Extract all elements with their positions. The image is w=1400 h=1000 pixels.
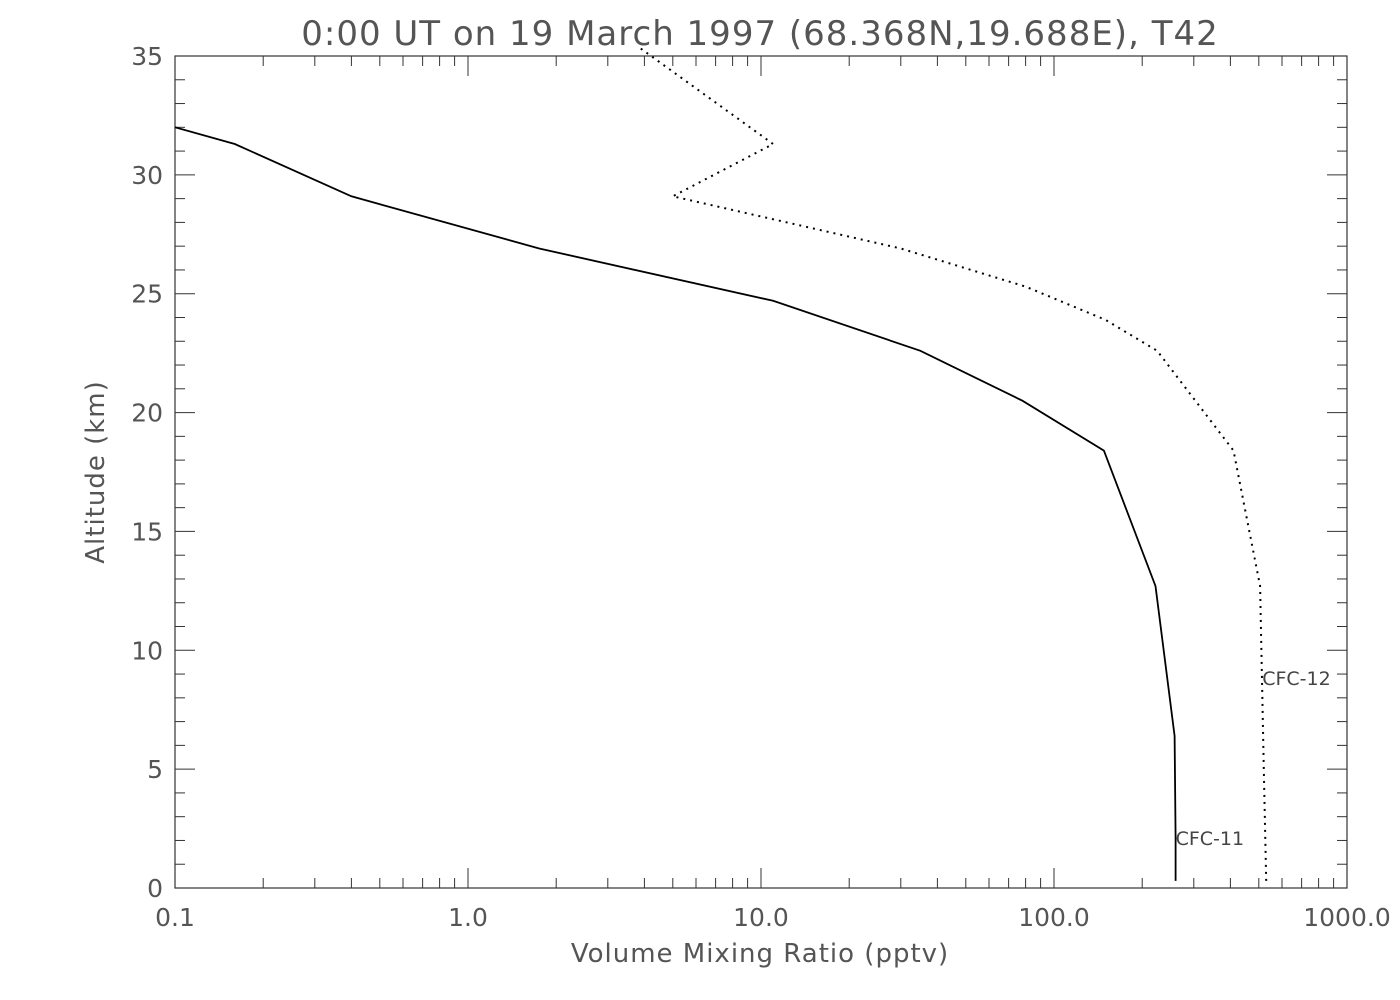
plot-frame xyxy=(174,55,1348,889)
y-tick-label: 35 xyxy=(131,42,163,71)
x-tick-label: 10.0 xyxy=(733,903,789,932)
tick-marks xyxy=(174,55,1348,889)
x-tick-label: 1000.0 xyxy=(1303,903,1390,932)
series-line-cfc-11 xyxy=(174,126,1177,881)
x-tick-label: 100.0 xyxy=(1018,903,1090,932)
y-tick-label: 25 xyxy=(131,280,163,309)
chart-title: 0:00 UT on 19 March 1997 (68.368N,19.688… xyxy=(301,14,1218,54)
y-tick-label: 20 xyxy=(131,399,163,428)
y-tick-label: 15 xyxy=(131,517,163,546)
y-tick-label: 5 xyxy=(147,755,163,784)
series-label-cfc-12: CFC-12 xyxy=(1262,668,1331,690)
y-tick-label: 0 xyxy=(147,874,163,903)
x-tick-label: 1.0 xyxy=(448,903,488,932)
tick-labels: 0.1 1.0 10.0 100.0 1000.0 0 5 10 15 20 25 30 35 xyxy=(131,42,1391,932)
series-lines xyxy=(174,45,1268,881)
series-label-cfc-11: CFC-11 xyxy=(1176,828,1245,850)
x-tick-label: 0.1 xyxy=(155,903,195,932)
x-axis-label: Volume Mixing Ratio (pptv) xyxy=(571,939,949,969)
y-tick-label: 30 xyxy=(131,161,163,190)
y-axis-label: Altitude (km) xyxy=(81,380,111,564)
y-tick-label: 10 xyxy=(131,636,163,665)
series-labels: CFC-11 CFC-12 xyxy=(1176,668,1331,850)
series-line-cfc-12 xyxy=(637,45,1268,881)
